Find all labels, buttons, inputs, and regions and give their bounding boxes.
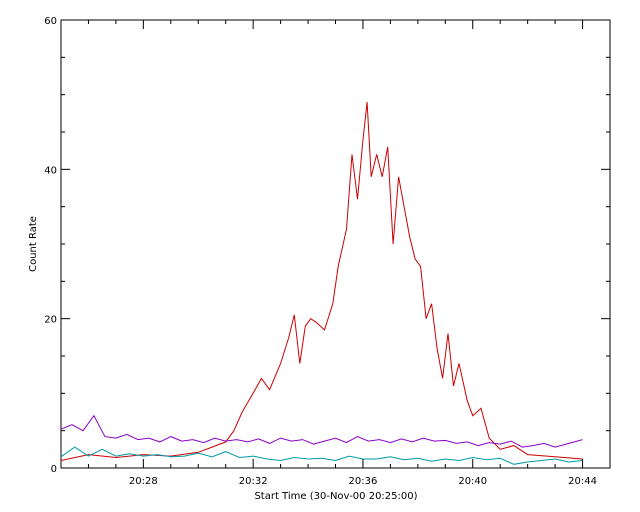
series-line-2 [60,414,583,448]
series-line-3 [60,446,583,465]
y-tick-label: 20 [44,315,57,326]
y-axis-label: Count Rate [28,216,39,272]
x-tick-label: 20:40 [458,476,487,487]
x-axis-label: Start Time (30-Nov-00 20:25:00) [254,491,417,502]
plot-frame [60,19,611,469]
tick-layer: 0 20 40 60 20:28 20:32 20:36 20:40 20:44 [44,16,610,487]
series-layer [60,102,583,465]
y-tick-label: 0 [51,464,57,475]
y-tick-label: 40 [44,165,57,176]
x-tick-label: 20:28 [129,476,158,487]
x-tick-label: 20:36 [349,476,378,487]
y-tick-label: 60 [44,16,57,27]
series-line-1 [60,102,583,461]
x-tick-label: 20:44 [568,476,597,487]
x-tick-label: 20:32 [239,476,268,487]
